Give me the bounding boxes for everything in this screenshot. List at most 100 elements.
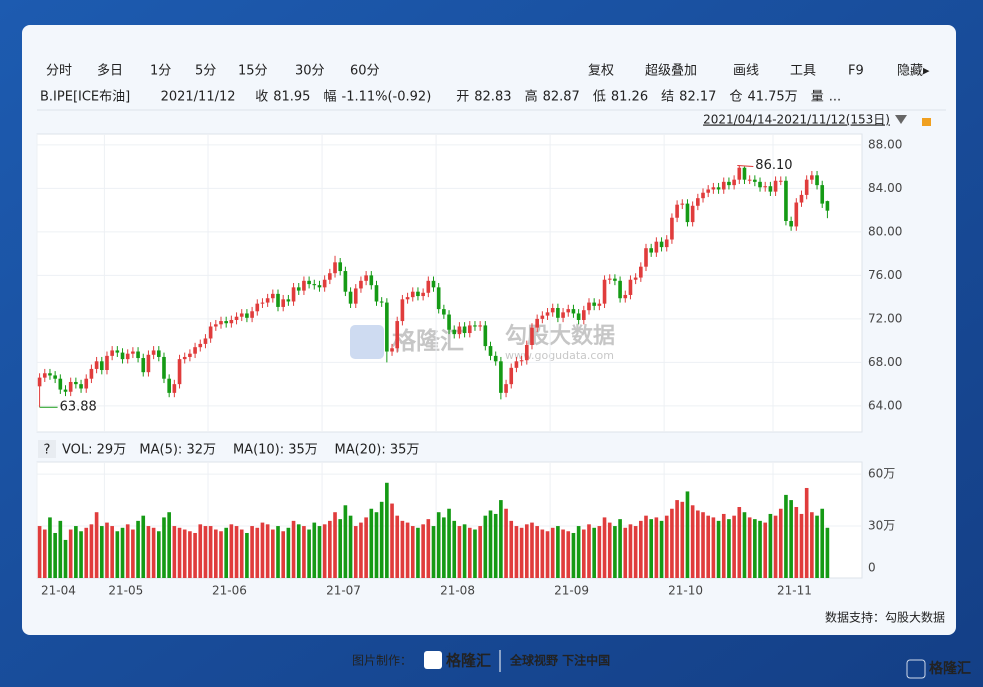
toolbar-button[interactable]: 30分	[295, 64, 325, 79]
volume-bar	[732, 515, 736, 578]
footer-logo	[424, 651, 442, 669]
volume-bar	[125, 524, 130, 578]
quote-label: 仓	[729, 90, 742, 105]
help-button[interactable]	[38, 440, 56, 458]
candle-body	[540, 315, 545, 319]
volume-bar	[260, 522, 265, 578]
volume-bar	[535, 526, 539, 578]
help-icon[interactable]: ?	[44, 443, 51, 458]
toolbar-button[interactable]: 超级叠加	[645, 64, 697, 79]
candle-body	[250, 311, 254, 318]
footer-slogan: 全球视野 下注中国	[509, 653, 610, 668]
watermark-logo	[350, 325, 384, 359]
date-range[interactable]: 2021/04/14-2021/11/12(153日)	[703, 113, 890, 127]
candle-body	[167, 378, 171, 393]
candle-body	[182, 356, 187, 360]
volume-bar	[131, 529, 135, 578]
range-dropdown[interactable]	[895, 115, 907, 124]
toolbar-button[interactable]: F9	[848, 64, 864, 79]
volume-bar	[177, 527, 182, 578]
candle-body	[120, 352, 125, 360]
candle-body	[302, 280, 306, 291]
toolbar-button[interactable]: 隐藏▸	[897, 64, 930, 79]
toolbar-button[interactable]: 画线	[733, 64, 759, 79]
candle-body	[633, 277, 638, 280]
volume-bar	[789, 500, 793, 578]
candle-body	[732, 179, 736, 186]
candle-body	[550, 308, 555, 313]
candle-body	[820, 185, 825, 204]
candle-body	[156, 350, 161, 357]
quote-label: 低	[593, 90, 606, 105]
volume-bar	[576, 526, 581, 578]
candle-body	[333, 262, 337, 274]
candle-body	[213, 324, 218, 327]
v-tick-label: 0	[868, 561, 876, 575]
volume-bar	[296, 524, 301, 578]
candle-body	[208, 326, 213, 339]
toolbar-button[interactable]: 多日	[97, 63, 123, 79]
quote-label: 量	[811, 90, 824, 105]
toolbar-button[interactable]: 工具	[790, 64, 816, 79]
candle-body	[467, 325, 472, 334]
high-pointer	[737, 165, 754, 168]
candle-body	[789, 221, 793, 227]
volume-bar	[99, 526, 104, 578]
candle-body	[716, 187, 721, 190]
x-tick-label: 21-05	[108, 584, 143, 598]
candle-body	[758, 181, 762, 188]
volume-bar	[74, 526, 78, 578]
candle-body	[312, 284, 317, 286]
volume-bar	[763, 522, 768, 578]
volume-bar	[172, 526, 177, 578]
volume-bar	[581, 529, 586, 578]
candle-body	[690, 205, 695, 223]
volume-bar	[328, 520, 332, 578]
candle-body	[307, 280, 311, 285]
toolbar-button[interactable]: 60分	[350, 64, 380, 79]
toolbar-button[interactable]: 复权	[588, 63, 614, 79]
candle-body	[571, 309, 576, 314]
candle-body	[343, 271, 348, 292]
x-tick-label: 21-11	[777, 584, 812, 598]
volume-bar	[68, 529, 73, 578]
volume-bar	[592, 527, 596, 578]
candle-body	[390, 348, 394, 352]
toolbar-button[interactable]: 5分	[195, 64, 216, 79]
candle-body	[89, 368, 94, 379]
candle-body	[566, 309, 571, 313]
volume-bar	[815, 515, 819, 578]
volume-bar	[255, 527, 260, 578]
toolbar-button[interactable]: 分时	[46, 64, 72, 79]
candle-body	[473, 325, 477, 327]
candle-body	[623, 294, 628, 299]
volume-bar	[182, 529, 187, 578]
volume-bar	[747, 517, 752, 578]
volume-bar	[519, 527, 524, 578]
candle-body	[255, 303, 260, 312]
volume-bar	[659, 520, 664, 578]
candle-body	[58, 378, 63, 390]
candle-body	[286, 299, 291, 302]
corner-brand: 格隆汇	[929, 660, 971, 677]
volume-bar	[556, 526, 560, 578]
toolbar-button[interactable]: 1分	[150, 64, 171, 79]
volume-bar	[229, 524, 234, 578]
volume-bar	[727, 519, 731, 578]
candle-body	[385, 302, 389, 352]
lock-icon	[922, 118, 931, 126]
volume-bar	[670, 508, 674, 578]
candle-body	[84, 378, 89, 389]
volume-bar	[493, 513, 498, 578]
candle-body	[727, 181, 731, 186]
volume-legend: MA(10): 35万	[233, 443, 318, 458]
quote-value: -1.11%(-0.92)	[342, 90, 432, 105]
candle-body	[68, 381, 73, 392]
volume-bar	[167, 512, 171, 578]
candle-body	[105, 355, 109, 371]
candle-body	[524, 344, 529, 361]
volume-bar	[369, 508, 374, 578]
toolbar-button[interactable]: 15分	[238, 64, 268, 79]
